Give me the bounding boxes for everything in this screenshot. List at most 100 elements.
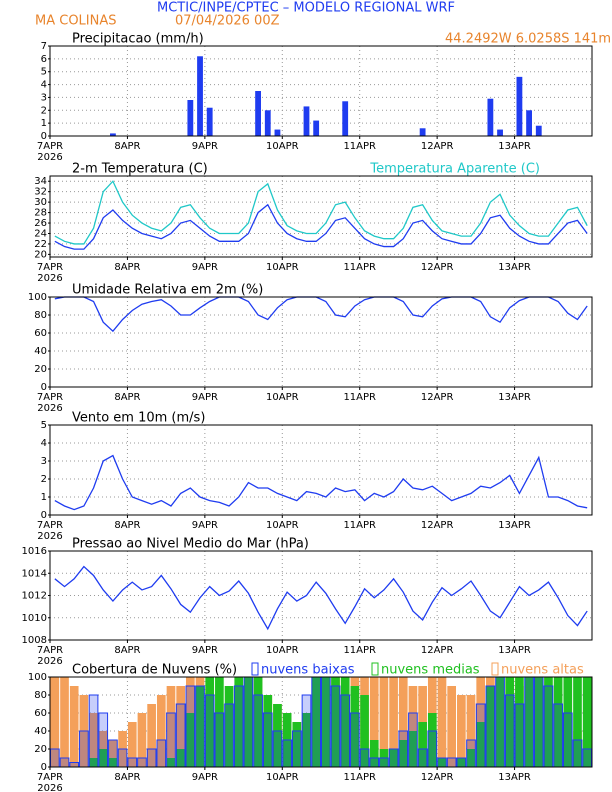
x-tick-label: 13APR xyxy=(498,262,531,273)
legend-swatch xyxy=(491,662,499,676)
cloud-bar xyxy=(388,748,399,768)
x-tick-label: 12APR xyxy=(421,520,454,531)
x-tick-label: 7APR xyxy=(37,141,63,152)
y-tick-label: 0 xyxy=(41,131,47,142)
x-sublabel: 2026 xyxy=(37,273,62,284)
cloud-bar xyxy=(582,748,592,768)
cloud-bar xyxy=(69,686,79,767)
cloud-bar xyxy=(127,757,138,768)
y-tick-label: 2 xyxy=(41,105,47,116)
x-tick-label: 11APR xyxy=(343,392,376,403)
cloud-bar xyxy=(146,748,157,768)
plot-frame xyxy=(49,424,593,516)
x-tick-label: 8APR xyxy=(114,645,140,656)
cloud-bar xyxy=(262,712,273,768)
x-tick-label: 12APR xyxy=(421,772,454,783)
cloud-bar xyxy=(205,677,215,767)
cloud-bar xyxy=(524,676,534,768)
cloud-bar xyxy=(360,695,369,767)
cloud-bar xyxy=(321,676,331,768)
x-tick-label: 8APR xyxy=(114,772,140,783)
x-tick-label: 9APR xyxy=(192,772,218,783)
cloud-bar xyxy=(291,730,302,768)
x-tick-label: 10APR xyxy=(266,645,299,656)
cloud-bar xyxy=(302,713,311,767)
cloud-bar xyxy=(543,685,554,768)
cloud-bar xyxy=(234,677,244,767)
chart-title: Umidade Relativa em 2m (%) xyxy=(72,283,263,298)
bar xyxy=(303,106,310,136)
cloud-bar xyxy=(466,695,476,767)
plot-frame xyxy=(49,45,593,137)
x-tick-label: 8APR xyxy=(114,520,140,531)
bar xyxy=(255,91,261,136)
x-tick-label: 13APR xyxy=(498,520,531,531)
cloud-bar xyxy=(137,713,147,767)
cloud-bar xyxy=(553,677,563,767)
line xyxy=(54,296,588,333)
y-tick-label: 2 xyxy=(41,474,47,485)
cloud-bar xyxy=(437,677,447,767)
x-tick-label: 11APR xyxy=(343,262,376,273)
cloud-bar xyxy=(408,712,418,768)
datetime: 07/04/2026 00Z xyxy=(175,14,280,29)
cloud-bar xyxy=(156,695,166,767)
cloud-bar xyxy=(204,694,215,768)
x-tick-label: 11APR xyxy=(343,520,376,531)
x-tick-label: 11APR xyxy=(343,645,376,656)
plot-frame xyxy=(49,550,593,641)
cloud-bar xyxy=(398,740,408,767)
x-tick-label: 11APR xyxy=(343,772,376,783)
y-tick-label: 28 xyxy=(34,208,47,219)
cloud-bar xyxy=(418,722,427,767)
x-tick-label: 11APR xyxy=(343,141,376,152)
x-tick-label: 7APR xyxy=(37,772,63,783)
cloud-bar xyxy=(263,695,273,767)
y-tick-label: 3 xyxy=(41,92,47,103)
y-tick-label: 0 xyxy=(41,762,47,773)
cloud-bar xyxy=(457,695,466,767)
cloud-bar xyxy=(582,677,592,767)
cloud-bar xyxy=(476,722,486,767)
x-tick-label: 10APR xyxy=(266,520,299,531)
cloud-bar xyxy=(485,685,496,768)
cloud-bar xyxy=(215,677,224,767)
cloud-bar xyxy=(437,757,447,768)
cloud-bar xyxy=(369,740,379,767)
cloud-bar xyxy=(186,713,195,767)
cloud-bar xyxy=(59,757,70,768)
x-tick-label: 7APR xyxy=(37,520,63,531)
page-title: MCTIC/INPE/CPTEC – MODELO REGIONAL WRF xyxy=(157,1,455,16)
y-tick-label: 100 xyxy=(28,672,47,683)
cloud-bar xyxy=(89,758,98,767)
cloud-bar xyxy=(562,712,573,768)
cloud-bar xyxy=(243,676,254,768)
bar xyxy=(342,101,349,136)
cloud-bar xyxy=(495,677,505,767)
y-tick-label: 1012 xyxy=(22,591,47,602)
cloud-bar xyxy=(301,694,312,768)
cloud-bar xyxy=(350,686,360,767)
cloud-bar xyxy=(137,757,147,768)
y-tick-label: 4 xyxy=(41,80,47,91)
cloud-bar xyxy=(214,712,225,768)
y-tick-label: 80 xyxy=(34,690,47,701)
y-tick-label: 30 xyxy=(34,197,47,208)
cloud-bar xyxy=(89,713,98,767)
bar xyxy=(187,100,194,136)
legend-label: nuvens medias xyxy=(381,663,480,678)
bar xyxy=(526,110,532,136)
legend-label: nuvens baixas xyxy=(261,663,355,678)
bar xyxy=(264,110,271,136)
y-tick-label: 32 xyxy=(34,187,47,198)
bar xyxy=(197,56,203,136)
bar xyxy=(313,120,320,136)
cloud-bar xyxy=(50,748,60,768)
cloud-bar xyxy=(166,686,176,767)
cloud-bar xyxy=(486,686,495,767)
cloud-bar xyxy=(408,686,418,767)
legend-swatch xyxy=(371,662,379,676)
y-tick-label: 1014 xyxy=(22,568,47,579)
y-tick-label: 80 xyxy=(34,310,47,321)
